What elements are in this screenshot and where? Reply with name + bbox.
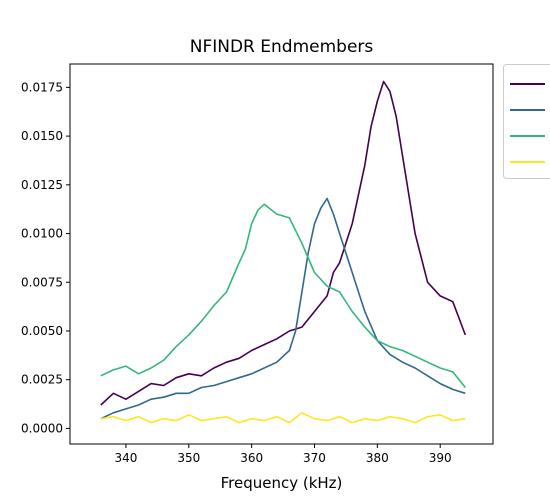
legend-entries bbox=[510, 83, 545, 163]
y-tick-label: 0.0075 bbox=[21, 275, 63, 289]
x-tick-label: 350 bbox=[177, 451, 200, 465]
legend bbox=[503, 64, 550, 179]
series-line-1 bbox=[100, 80, 467, 406]
series-line-4 bbox=[100, 411, 466, 424]
series-line-2 bbox=[100, 197, 466, 420]
y-tick-label: 0.0150 bbox=[21, 129, 63, 143]
y-axis: 0.0000 0.0025 0.0050 0.0075 0.0100 0.0125 0.01… bbox=[21, 80, 70, 435]
y-tick-label: 0.0050 bbox=[21, 324, 63, 338]
y-tick-label: 0.0025 bbox=[21, 373, 63, 387]
y-tick-label: 0.0125 bbox=[21, 178, 63, 192]
x-tick-label: 360 bbox=[240, 451, 263, 465]
y-tick-label: 0.0100 bbox=[21, 227, 63, 241]
x-tick-label: 370 bbox=[303, 451, 326, 465]
series-layer bbox=[100, 80, 467, 424]
y-tick-label: 0.0175 bbox=[21, 80, 63, 94]
x-tick-label: 390 bbox=[429, 451, 452, 465]
x-tick-label: 340 bbox=[114, 451, 137, 465]
x-tick-label: 380 bbox=[366, 451, 389, 465]
legend-box bbox=[503, 64, 550, 179]
plot-frame bbox=[69, 63, 494, 445]
x-axis-label: Frequency (kHz) bbox=[221, 474, 343, 492]
chart-title: NFINDR Endmembers bbox=[190, 37, 374, 57]
series-line-3 bbox=[100, 203, 466, 389]
x-axis: 340 350 360 370 380 390 bbox=[114, 444, 452, 465]
y-tick-label: 0.0000 bbox=[21, 421, 63, 435]
